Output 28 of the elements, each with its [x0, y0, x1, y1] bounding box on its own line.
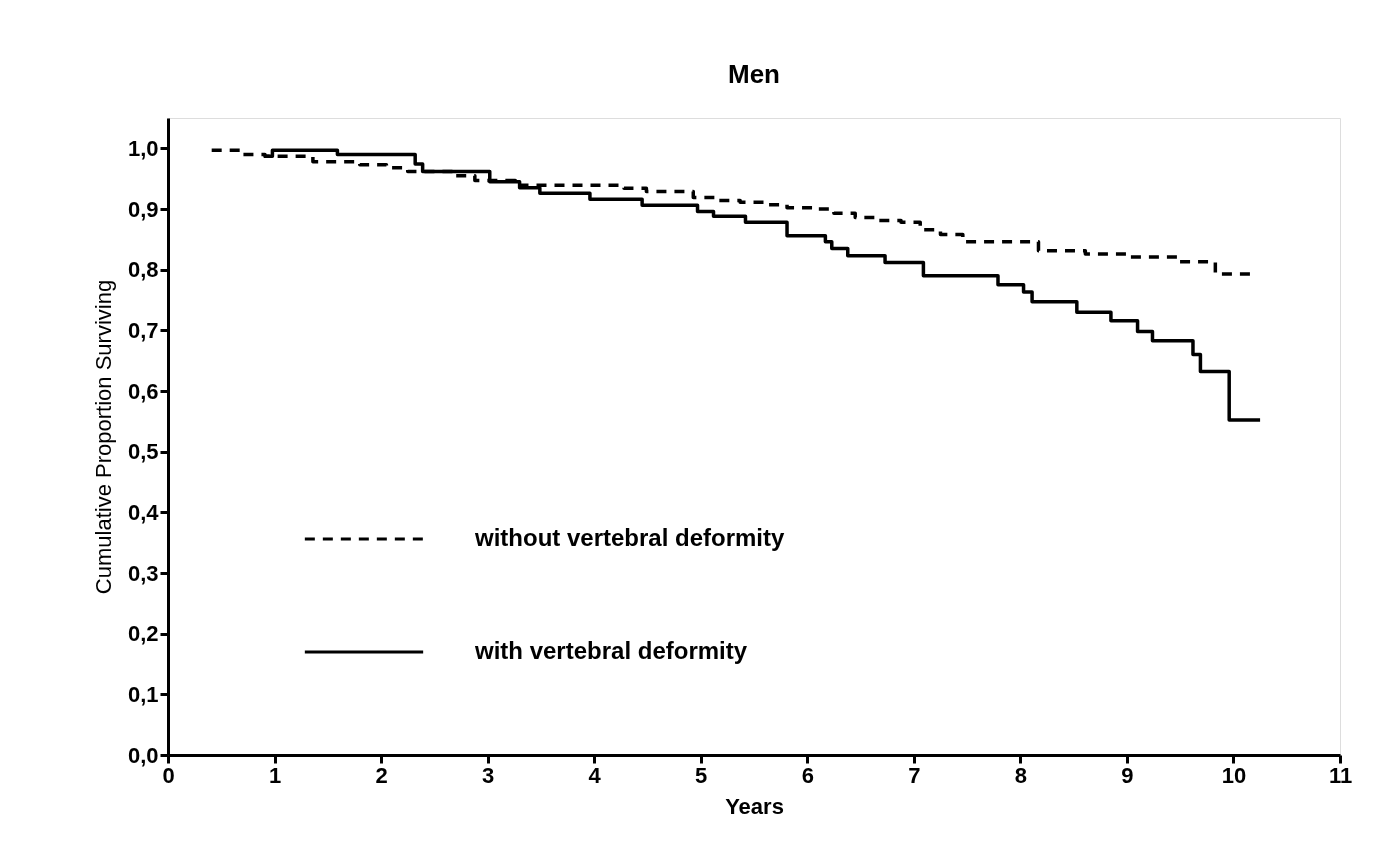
y-tick-label: 1,0 [127, 135, 159, 161]
x-tick-label: 6 [801, 762, 814, 788]
y-tick-label: 0,3 [127, 560, 159, 586]
x-tick-label: 9 [1121, 762, 1134, 788]
y-tick-label: 0,7 [127, 317, 159, 343]
x-axis-title: Years [725, 793, 784, 819]
x-tick-label: 1 [268, 762, 282, 788]
y-tick-label: 0,6 [127, 378, 159, 404]
x-tick-label: 8 [1014, 762, 1027, 788]
y-tick-label: 0,8 [127, 257, 159, 283]
y-tick-label: 0,9 [127, 196, 159, 222]
x-tick-label: 3 [482, 762, 495, 788]
y-tick-label: 0,2 [127, 621, 159, 647]
y-tick-label: 0,5 [127, 439, 159, 465]
legend-label: without vertebral deformity [474, 524, 786, 551]
x-tick-label: 10 [1221, 762, 1247, 788]
y-tick-label: 0,0 [127, 742, 159, 768]
x-tick-label: 11 [1328, 762, 1353, 788]
x-tick-label: 2 [375, 762, 388, 788]
x-tick-label: 5 [695, 762, 708, 788]
x-tick-label: 0 [162, 762, 175, 788]
y-tick-label: 0,1 [127, 681, 159, 707]
chart-title: Men [728, 59, 780, 89]
y-tick-label: 0,4 [127, 499, 160, 525]
y-axis-title: Cumulative Proportion Surviving [90, 279, 116, 595]
legend-label: with vertebral deformity [474, 637, 748, 664]
x-tick-label: 7 [908, 762, 921, 788]
x-tick-label: 4 [588, 762, 602, 788]
